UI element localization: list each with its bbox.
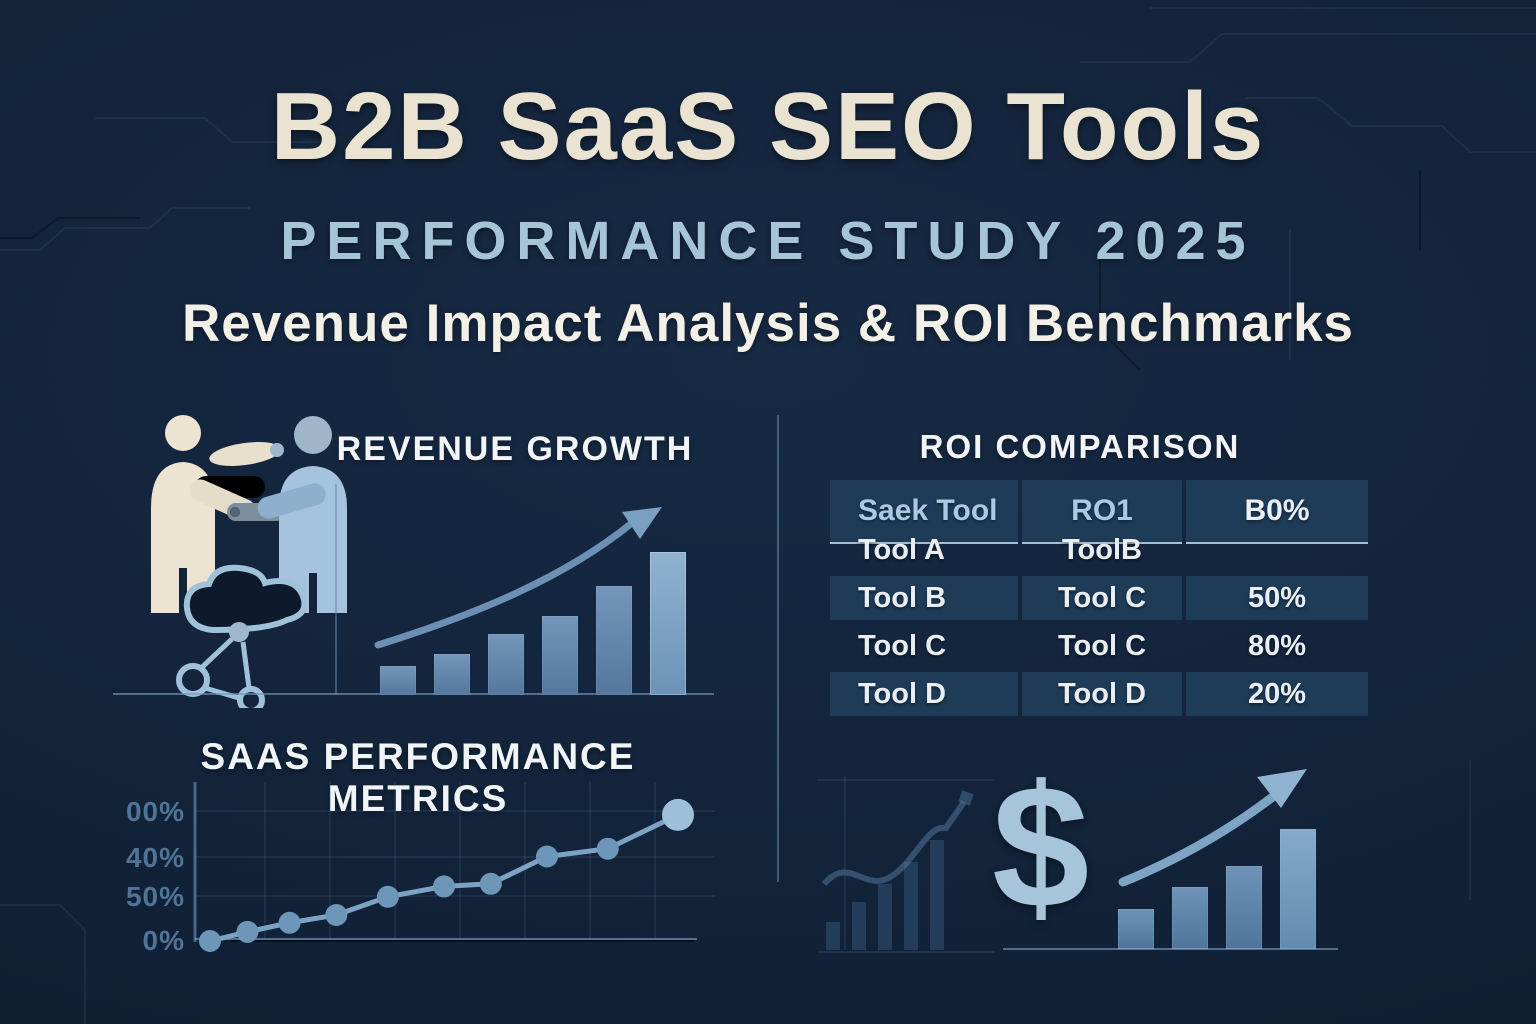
roi-growth-bar: [1118, 909, 1154, 949]
metric-point: [535, 845, 558, 868]
roi-table-header-tool: Saek Tool: [830, 480, 1018, 544]
roi-table-header-roi: RO1: [1022, 480, 1182, 544]
metric-point: [479, 872, 502, 895]
revenue-growth-title: REVENUE GROWTH: [336, 430, 694, 468]
y-axis-label: 0%: [142, 925, 185, 956]
handshake-people-icon: [151, 415, 347, 708]
page-tagline: Revenue Impact Analysis & ROI Benchmarks: [181, 294, 1355, 353]
y-axis-label: 40%: [125, 842, 185, 873]
dollar-sign-icon: $: [992, 750, 1090, 945]
page-title: B2B SaaS SEO Tools: [270, 73, 1266, 180]
growth-arrow-icon: [374, 507, 662, 649]
metric-point: [325, 904, 348, 926]
roi-table-cell: ToolB: [1062, 533, 1142, 566]
column-divider: [777, 415, 779, 882]
saas-metrics-title: SAAS PERFORMANCE METRICS: [200, 736, 636, 819]
roi-table-cell: Tool B: [830, 576, 1018, 620]
revenue-growth-bar: [542, 616, 578, 695]
roi-comparison-title: ROI COMPARISON: [919, 428, 1241, 465]
metric-point: [236, 920, 259, 943]
roi-table-cell: Tool D: [830, 672, 1018, 716]
roi-table-cell: Tool C: [858, 629, 947, 662]
revenue-growth-bar: [380, 666, 416, 695]
revenue-growth-bar: [596, 586, 632, 695]
metric-point: [376, 885, 399, 908]
roi-growth-bars: [1118, 828, 1316, 949]
metric-point: [433, 875, 455, 898]
roi-growth-arrow-icon: [1118, 769, 1307, 887]
revenue-growth-bars: [380, 550, 690, 695]
metric-point: [662, 798, 694, 831]
roi-table-cell: 80%: [1247, 629, 1307, 662]
metric-point: [278, 911, 301, 934]
saas-metrics-plot: [193, 782, 715, 952]
revenue-growth-bar: [434, 654, 470, 695]
y-axis-label: 00%: [125, 796, 185, 827]
y-axis-label: 50%: [125, 881, 185, 912]
roi-table-cell: [1186, 528, 1368, 572]
revenue-chart-y-axis: [335, 484, 337, 695]
roi-growth-bar: [1226, 866, 1262, 949]
roi-table-cell: 50%: [1186, 576, 1368, 620]
roi-comparison-table: Saek Tool RO1 B0% Tool A ToolB Tool B Tool …: [830, 480, 1368, 716]
roi-growth-bar: [1172, 887, 1208, 949]
roi-table-cell: 20%: [1186, 672, 1368, 716]
revenue-growth-bar: [488, 634, 524, 695]
metrics-line: [209, 812, 680, 944]
roi-table-header-pct: B0%: [1186, 480, 1368, 544]
revenue-growth-bar: [650, 552, 686, 695]
metric-point: [596, 837, 619, 860]
metric-point: [199, 930, 221, 952]
roi-growth-bar: [1280, 829, 1316, 949]
roi-table-cell: Tool C: [1057, 629, 1147, 662]
roi-table-cell: Tool A: [858, 533, 945, 566]
ghost-chart-decoration: [817, 776, 994, 953]
roi-table-cell: Tool D: [1022, 672, 1182, 716]
roi-growth-baseline: [1003, 948, 1338, 950]
roi-table-cell: Tool C: [1022, 576, 1182, 620]
page-subtitle: PERFORMANCE STUDY 2025: [280, 211, 1256, 271]
